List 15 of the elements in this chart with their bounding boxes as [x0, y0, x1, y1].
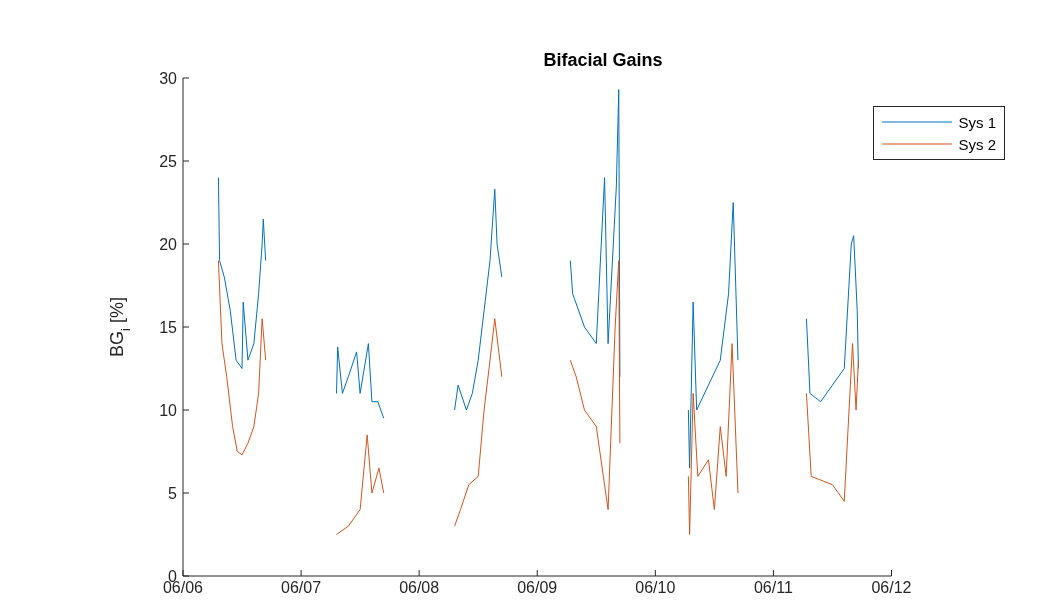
legend-label: Sys 2 [958, 135, 996, 153]
y-tick-label: 15 [159, 318, 178, 336]
y-tick-label: 30 [159, 69, 178, 87]
y-tick-label: 10 [159, 401, 178, 419]
y-tick-label: 20 [159, 235, 178, 253]
x-tick-label: 06/11 [753, 579, 793, 597]
x-tick-label: 06/10 [635, 579, 676, 597]
x-tick-label: 06/07 [281, 579, 322, 597]
chart-title: Bifacial Gains [543, 50, 663, 70]
legend-label: Sys 1 [958, 113, 996, 131]
x-tick-label: 06/08 [399, 579, 440, 597]
x-tick-label: 06/12 [871, 579, 912, 597]
y-tick-label: 5 [168, 484, 178, 502]
x-tick-label: 06/09 [517, 579, 558, 597]
y-tick-label: 25 [159, 152, 178, 170]
